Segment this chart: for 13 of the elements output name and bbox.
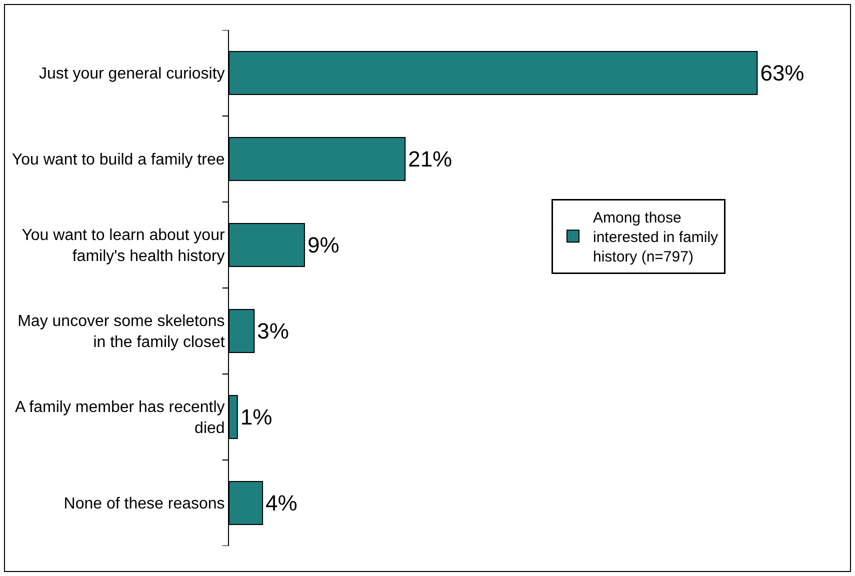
y-tick-label: May uncover some skeletons in the family closet bbox=[18, 313, 226, 351]
y-tick-label: You want to build a family tree bbox=[12, 152, 225, 169]
data-label: 1% bbox=[240, 404, 272, 430]
y-tick-label: You want to learn about your family's health history bbox=[22, 227, 226, 265]
data-label: 63% bbox=[760, 60, 804, 86]
y-tick-label: A family member has recently died bbox=[14, 399, 225, 437]
data-label: 21% bbox=[408, 146, 452, 172]
y-tick-label: None of these reasons bbox=[64, 496, 225, 513]
y-tick-label: Just your general curiosity bbox=[38, 66, 225, 83]
data-label: 3% bbox=[257, 318, 289, 344]
data-label: 4% bbox=[266, 490, 298, 516]
data-label: 9% bbox=[307, 232, 340, 258]
legend-label: Among those interested in family history (n=797) bbox=[592, 210, 719, 266]
